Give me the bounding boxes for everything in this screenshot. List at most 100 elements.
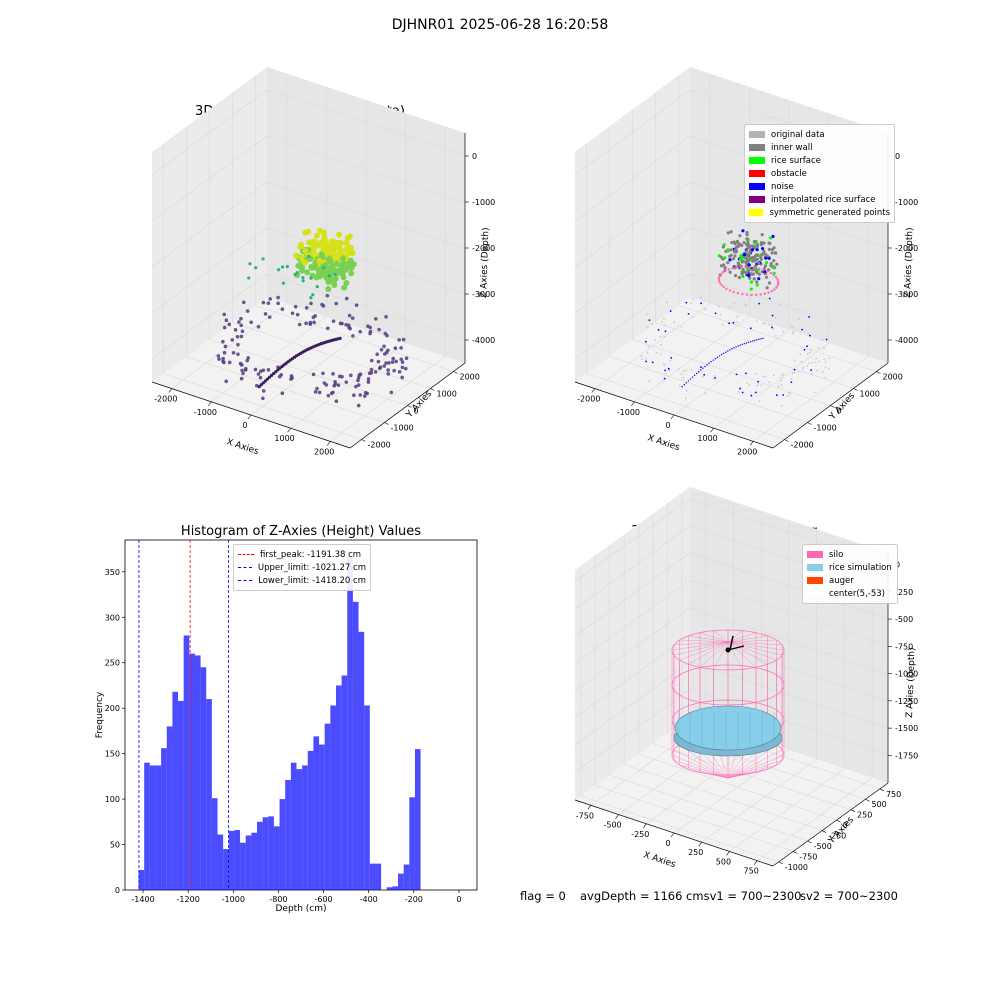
sim-z-tick-label: -500 (895, 615, 913, 624)
raw-point (379, 347, 384, 352)
cls-point (806, 353, 809, 355)
raw-point (349, 250, 356, 257)
silo-wire (671, 754, 729, 779)
cls-x-tick-label: -1000 (617, 408, 640, 417)
legend-item: Upper_limit: -1021.27 cm (238, 561, 366, 574)
cls-gridline (586, 373, 785, 440)
raw-point (348, 244, 355, 251)
sim-gridline (689, 552, 889, 620)
legend-label: first_peak: -1191.38 cm (260, 549, 362, 560)
raw-point (312, 320, 316, 325)
cls-point (677, 368, 680, 371)
cls-point (775, 334, 777, 337)
cls-point (727, 350, 729, 352)
cls-point (685, 382, 688, 384)
raw-point (249, 320, 253, 325)
raw-point (239, 334, 244, 339)
rice-surface (674, 705, 782, 751)
histogram-title: Histogram of Z-Axies (Height) Values (180, 524, 422, 539)
raw-point (267, 375, 272, 379)
cls-point (728, 322, 731, 325)
silo-wire (673, 749, 729, 779)
cls-point (718, 274, 721, 278)
sim-y-tick-label: -500 (814, 842, 832, 851)
cls-point (797, 318, 800, 320)
raw-point (334, 301, 338, 306)
raw-point (305, 228, 312, 235)
cls-point (763, 264, 768, 268)
silo-wire (713, 641, 729, 670)
cls-y-tick (807, 422, 812, 425)
cls-point (745, 230, 749, 235)
histogram-y-tick-label: 0 (115, 886, 120, 895)
cls-point (732, 323, 735, 326)
raw-point (316, 257, 323, 264)
sim-x-tick (726, 851, 730, 856)
raw-point (308, 322, 313, 326)
cls-point (759, 241, 763, 245)
raw-point (321, 371, 325, 376)
raw-point (400, 365, 405, 370)
cls-point (770, 324, 773, 327)
raw-point (356, 403, 361, 408)
cls-point (726, 249, 730, 253)
cls-point (782, 373, 785, 376)
cls-point (771, 234, 775, 239)
cls-point (751, 256, 755, 260)
raw-point (357, 373, 362, 378)
raw-point (378, 366, 382, 371)
raw-point (257, 385, 261, 389)
sim-x-tick-label: -500 (603, 821, 621, 830)
simulation-legend: silo rice simulation auger center(5,-53) (802, 544, 898, 604)
raw-point (329, 391, 334, 396)
cls-point (737, 390, 740, 393)
raw-point (263, 379, 268, 383)
histogram-bar (161, 748, 167, 890)
cls-gridline (609, 356, 808, 423)
sim-gridline (673, 749, 790, 834)
cls-point (777, 282, 780, 285)
cls-point (755, 293, 758, 297)
histogram-bar (296, 769, 303, 890)
cls-point (752, 259, 756, 263)
cls-point (780, 377, 783, 379)
cls-point (799, 353, 802, 356)
cls-z-tick-label: -3000 (895, 290, 918, 299)
raw-point (302, 247, 309, 254)
cls-point (775, 394, 778, 397)
cls-point (702, 367, 704, 369)
cls-point (762, 268, 765, 272)
cls-y-tick-label: 0 (837, 407, 842, 416)
histogram-bar (217, 834, 224, 890)
raw-z-tick-label: -1000 (472, 198, 495, 207)
cls-point (669, 359, 672, 362)
silo-wire (727, 641, 757, 668)
cls-point (737, 345, 739, 347)
histogram-bar (183, 635, 190, 890)
cls-point (774, 317, 777, 320)
cls-point (712, 359, 714, 361)
cls-point (714, 312, 717, 315)
sim-y-tick (778, 861, 783, 865)
cls-point (772, 327, 775, 330)
raw-point (383, 331, 388, 336)
cls-point (717, 305, 720, 308)
raw-point (376, 359, 381, 364)
cls-point (776, 277, 779, 281)
cls-point (736, 321, 738, 324)
sim-x-tick-label: 0 (665, 839, 670, 848)
raw-point (322, 266, 326, 270)
sim-gridline (574, 580, 691, 664)
raw-point (307, 254, 311, 258)
histogram-bar (347, 557, 353, 890)
raw-point (366, 324, 370, 328)
histogram-bar (324, 723, 331, 890)
legend-item: auger (807, 574, 893, 587)
silo-wire (727, 641, 783, 656)
cls-point (753, 392, 756, 395)
raw-gridline (266, 181, 466, 249)
cls-point (746, 258, 750, 262)
cls-point (815, 357, 818, 360)
raw-y-tick-label: 2000 (460, 373, 480, 382)
classify-legend: original data inner wall rice surface ob… (744, 124, 895, 223)
